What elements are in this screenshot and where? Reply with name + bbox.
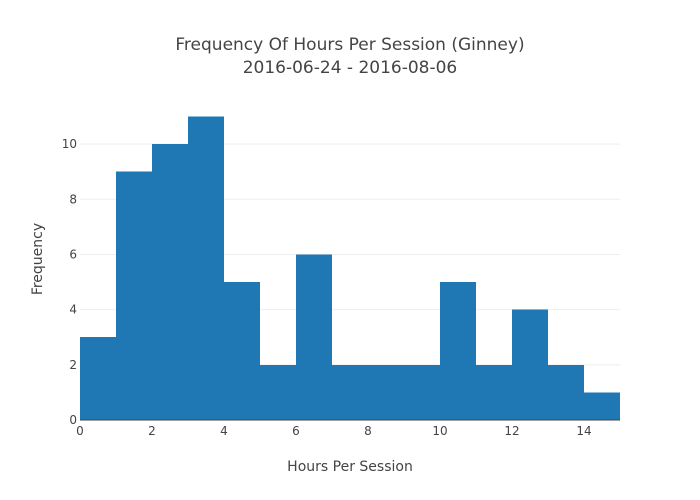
y-tick-label: 6 [69, 247, 77, 261]
y-tick-label: 10 [62, 137, 77, 151]
histogram-bar [188, 116, 224, 420]
x-tick-label: 12 [504, 424, 519, 438]
histogram-bar [476, 364, 512, 420]
x-axis-ticks: 0 2 4 6 8 10 12 14 [76, 424, 591, 438]
x-tick-label: 14 [576, 424, 591, 438]
histogram-bar [332, 364, 368, 420]
histogram-bar [584, 392, 620, 420]
histogram-bar [512, 309, 548, 420]
histogram-bar [224, 282, 260, 420]
histogram-bar [296, 254, 332, 420]
x-tick-label: 8 [364, 424, 372, 438]
y-tick-label: 8 [69, 192, 77, 206]
x-tick-label: 10 [432, 424, 447, 438]
x-tick-label: 4 [220, 424, 228, 438]
y-tick-label: 0 [69, 413, 77, 427]
histogram-bars [80, 116, 620, 421]
y-tick-label: 4 [69, 303, 77, 317]
histogram-bar [404, 364, 440, 420]
y-tick-label: 2 [69, 358, 77, 372]
histogram-bar [368, 364, 404, 420]
histogram-bar [260, 364, 296, 420]
histogram-bar [152, 144, 188, 420]
chart-title-line2: 2016-06-24 - 2016-08-06 [243, 58, 458, 78]
x-tick-label: 6 [292, 424, 300, 438]
y-axis-ticks: 0 2 4 6 8 10 [62, 137, 77, 427]
chart-title-line1: Frequency Of Hours Per Session (Ginney) [175, 35, 524, 55]
x-tick-label: 2 [148, 424, 156, 438]
y-axis-title: Frequency [30, 223, 46, 295]
histogram-bar [116, 171, 152, 420]
histogram-bar [548, 364, 584, 420]
x-axis-title: Hours Per Session [287, 459, 413, 475]
histogram-bar [440, 282, 476, 420]
histogram-bar [80, 337, 116, 420]
x-tick-label: 0 [76, 424, 84, 438]
